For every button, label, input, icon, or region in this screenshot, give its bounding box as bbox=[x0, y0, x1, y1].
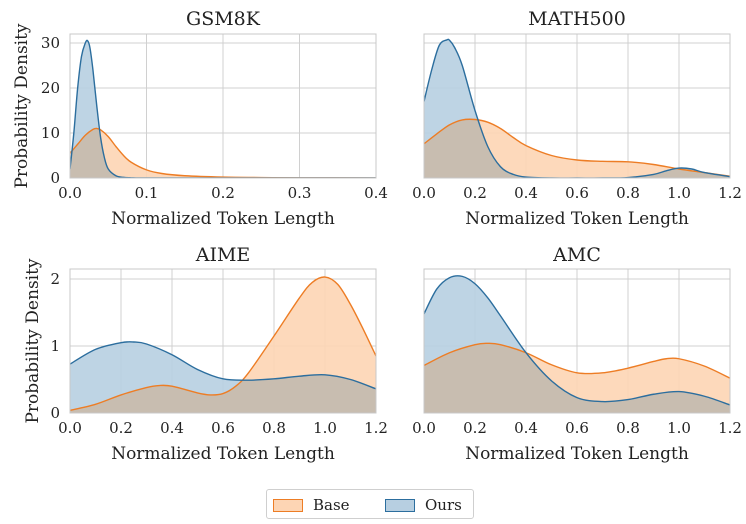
x-tick-label: 0.2 bbox=[211, 184, 235, 202]
legend-label-base: Base bbox=[313, 496, 350, 514]
series-line-base-math500 bbox=[424, 118, 730, 177]
area-base-math500 bbox=[424, 119, 730, 178]
series-line-ours-aime bbox=[70, 341, 376, 390]
x-tick-label: 0.8 bbox=[616, 419, 640, 437]
x-tick-label: 0.2 bbox=[463, 184, 487, 202]
areas-math500 bbox=[424, 38, 730, 178]
x-tick-label: 1.2 bbox=[718, 419, 742, 437]
x-axis-label-gsm8k: Normalized Token Length bbox=[111, 209, 335, 229]
panel-title-math500: MATH500 bbox=[528, 8, 626, 30]
x-tick-label: 0.0 bbox=[412, 419, 436, 437]
area-overlap-math500 bbox=[424, 119, 730, 178]
x-tick-labels-gsm8k: 0.0 0.1 0.2 0.3 0.4 bbox=[58, 184, 388, 202]
panel-amc: 0.0 0.2 0.4 0.6 0.8 1.0 1.2 AMC Normalized Tok… bbox=[412, 244, 742, 464]
x-axis-label-math500: Normalized Token Length bbox=[465, 209, 689, 229]
x-tick-label: 0.8 bbox=[616, 184, 640, 202]
y-tick-label: 2 bbox=[50, 270, 60, 288]
series-line-base-amc bbox=[424, 342, 730, 379]
y-tick-labels-gsm8k: 0 10 20 30 bbox=[41, 34, 60, 187]
series-line-ours-math500 bbox=[424, 38, 730, 178]
x-tick-labels-math500: 0.0 0.2 0.4 0.6 0.8 1.0 1.2 bbox=[412, 184, 742, 202]
series-line-base-aime bbox=[70, 276, 376, 412]
y-tick-label: 10 bbox=[41, 124, 60, 142]
legend: Base Ours bbox=[266, 489, 474, 519]
x-tick-label: 1.0 bbox=[313, 419, 337, 437]
x-tick-label: 0.4 bbox=[160, 419, 184, 437]
x-tick-label: 0.6 bbox=[211, 419, 235, 437]
x-tick-label: 0.0 bbox=[412, 184, 436, 202]
x-tick-label: 0.4 bbox=[514, 419, 538, 437]
x-tick-label: 0.2 bbox=[463, 419, 487, 437]
y-tick-label: 20 bbox=[41, 79, 60, 97]
x-tick-label: 1.0 bbox=[667, 419, 691, 437]
x-tick-label: 0.0 bbox=[58, 184, 82, 202]
y-tick-label: 0 bbox=[50, 169, 60, 187]
x-tick-labels-aime: 0.0 0.2 0.4 0.6 0.8 1.0 1.2 bbox=[58, 419, 388, 437]
y-axis-label-aime: Probability Density bbox=[23, 258, 43, 423]
panel-title-aime: AIME bbox=[195, 244, 251, 266]
x-tick-label: 0.4 bbox=[364, 184, 388, 202]
x-tick-label: 0.6 bbox=[565, 419, 589, 437]
plot-frame-math500 bbox=[423, 33, 731, 179]
x-tick-label: 0.0 bbox=[58, 419, 82, 437]
x-tick-label: 0.1 bbox=[135, 184, 159, 202]
x-tick-label: 0.2 bbox=[109, 419, 133, 437]
x-tick-label: 0.6 bbox=[565, 184, 589, 202]
panel-math500: 0.0 0.2 0.4 0.6 0.8 1.0 1.2 MATH500 Normalized… bbox=[412, 8, 742, 229]
y-tick-label: 0 bbox=[50, 404, 60, 422]
plot-frame-amc bbox=[423, 268, 731, 414]
y-tick-label: 30 bbox=[41, 34, 60, 52]
y-tick-label: 1 bbox=[50, 337, 60, 355]
x-tick-label: 1.2 bbox=[718, 184, 742, 202]
area-overlap-amc bbox=[424, 343, 730, 413]
areas-aime bbox=[70, 276, 376, 413]
plot-frame-aime bbox=[69, 268, 377, 414]
legend-item-ours: Ours bbox=[385, 496, 462, 514]
x-axis-label-amc: Normalized Token Length bbox=[465, 444, 689, 464]
panel-title-amc: AMC bbox=[552, 244, 601, 266]
y-tick-labels-aime: 0 1 2 bbox=[50, 270, 60, 422]
areas-amc bbox=[424, 275, 730, 413]
x-tick-labels-amc: 0.0 0.2 0.4 0.6 0.8 1.0 1.2 bbox=[412, 419, 742, 437]
legend-swatch-base bbox=[273, 498, 303, 512]
x-tick-label: 0.4 bbox=[514, 184, 538, 202]
x-axis-label-aime: Normalized Token Length bbox=[111, 444, 335, 464]
plot-frame-gsm8k bbox=[69, 33, 377, 179]
legend-swatch-ours bbox=[385, 498, 415, 512]
series-line-ours-amc bbox=[424, 275, 730, 406]
legend-label-ours: Ours bbox=[425, 496, 462, 514]
y-axis-label-gsm8k: Probability Density bbox=[12, 23, 32, 188]
x-tick-label: 0.8 bbox=[262, 419, 286, 437]
x-tick-label: 1.2 bbox=[364, 419, 388, 437]
x-tick-label: 0.3 bbox=[288, 184, 312, 202]
x-tick-label: 1.0 bbox=[667, 184, 691, 202]
area-overlap-gsm8k bbox=[70, 128, 376, 178]
legend-item-base: Base bbox=[273, 496, 350, 514]
panel-title-gsm8k: GSM8K bbox=[186, 8, 261, 30]
panel-aime: 0.0 0.2 0.4 0.6 0.8 1.0 1.2 0 1 2 AIME Normalize… bbox=[23, 244, 388, 464]
panel-gsm8k: 0.0 0.1 0.2 0.3 0.4 0 10 20 30 GSM8K Normalized… bbox=[12, 8, 388, 229]
